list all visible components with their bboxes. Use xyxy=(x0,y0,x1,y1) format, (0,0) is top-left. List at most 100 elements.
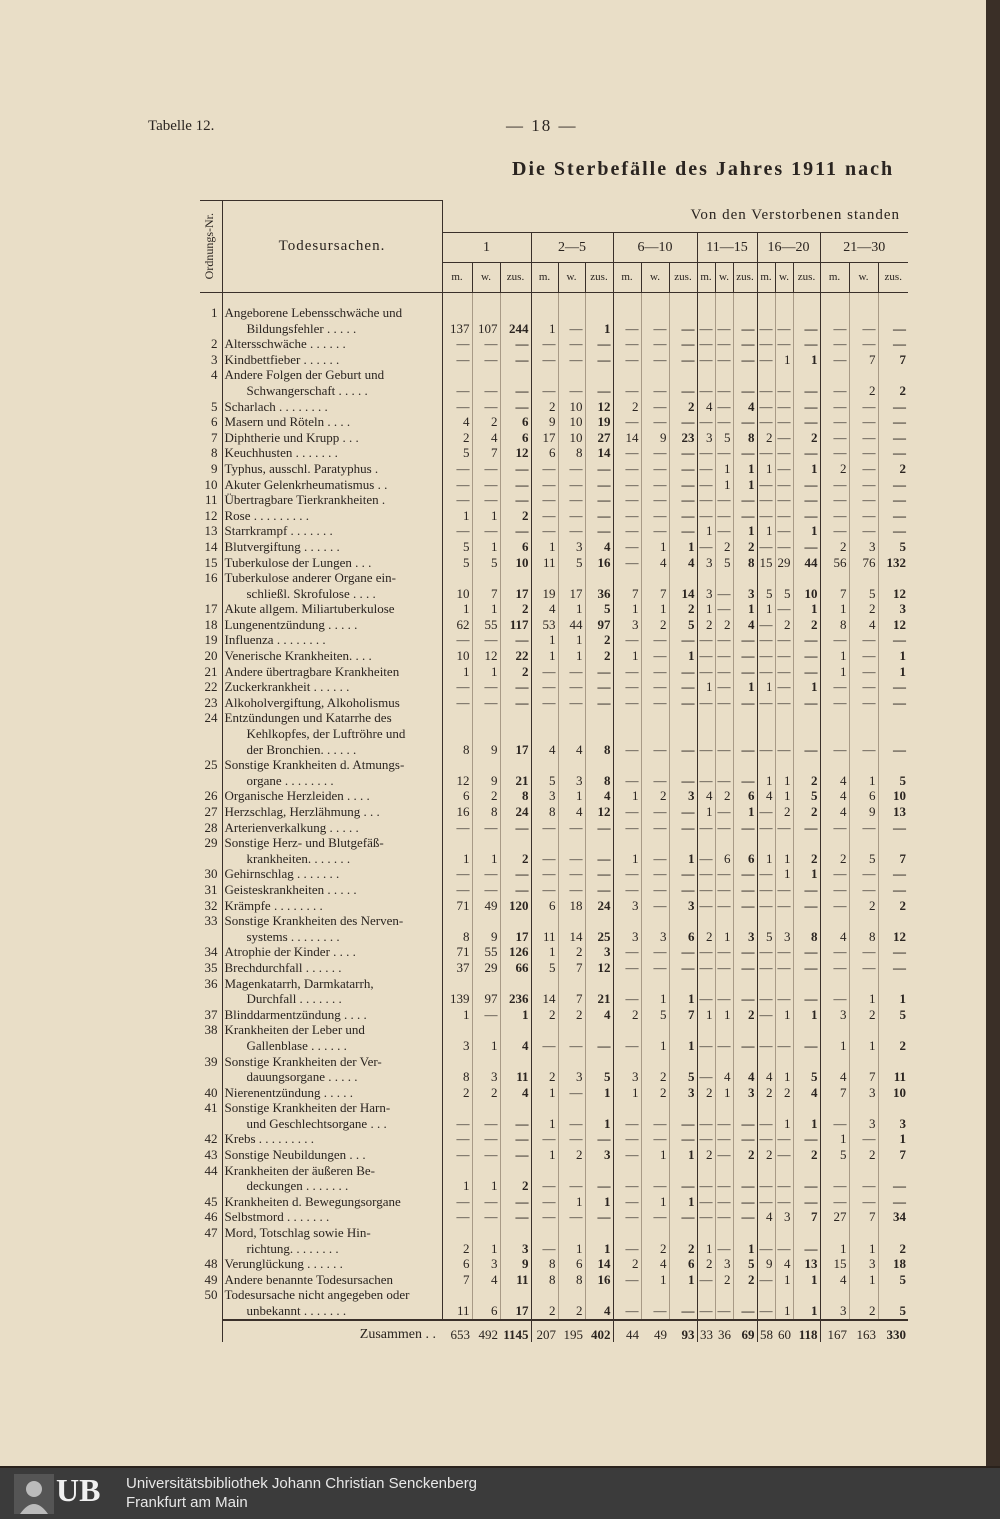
value-cell: — xyxy=(641,835,670,867)
value-cell: 1 xyxy=(757,601,776,617)
value-cell: — xyxy=(613,694,642,711)
cause-label-line: Sonstige Krankheiten der Harn- xyxy=(224,1100,391,1116)
value-cell: — xyxy=(669,632,698,649)
value-cell: 2 xyxy=(613,1256,642,1272)
value-cell: — xyxy=(793,648,821,664)
value-cell: — xyxy=(820,975,850,1007)
value-cell: 2 xyxy=(472,1084,501,1101)
cause-label: Keuchhusten . . . . . . . xyxy=(222,445,443,461)
value-cell: 7 xyxy=(899,351,907,367)
value-cell: 1 xyxy=(793,601,821,617)
value-cell: — xyxy=(820,398,850,415)
value-cell: 56 xyxy=(820,554,850,571)
cause-label-line: richtung. . . . . . . . xyxy=(246,1240,339,1256)
value-cell: — xyxy=(500,336,532,352)
value-cell: 29 xyxy=(775,554,794,571)
value-cell: 2 xyxy=(793,616,821,633)
value-cell: — xyxy=(472,336,501,352)
value-cell: 3 xyxy=(899,601,907,617)
value-cell: 1 xyxy=(472,663,501,680)
value-cell: 2 xyxy=(793,429,821,446)
cause-label: Andere Folgen der Geburt und Schwangersch… xyxy=(222,367,443,399)
cause-label-line: Blinddarmentzündung . . . . xyxy=(224,1006,367,1022)
value-cell: 5 xyxy=(585,601,614,617)
value-cell: 5 xyxy=(899,1303,907,1318)
value-cell: 1 xyxy=(641,1271,670,1288)
value-cell: — xyxy=(613,1100,642,1132)
value-cell: 2 xyxy=(558,1287,586,1320)
value-cell: — xyxy=(820,819,850,836)
value-cell: 4 xyxy=(733,616,758,633)
value-cell: — xyxy=(793,975,821,1007)
value-cell: — xyxy=(472,1131,501,1148)
value-cell: — xyxy=(697,881,716,898)
cause-label-line: Durchfall . . . . . . . xyxy=(246,991,342,1007)
cause-label: Sonstige Herz- und Blutgefäß-krankheiten… xyxy=(222,835,443,867)
value-cell: — xyxy=(531,1225,559,1257)
cause-label: Alkoholvergiftung, Alkoholismus xyxy=(222,694,443,711)
cause-label-line: krankheiten. . . . . . . xyxy=(246,850,351,866)
value-cell: 6 xyxy=(669,1256,698,1272)
value-cell: — xyxy=(500,476,532,493)
value-cell: 3 xyxy=(820,1287,850,1320)
value-cell: — xyxy=(733,351,758,368)
value-cell: — xyxy=(669,1131,698,1148)
value-cell: 7 xyxy=(472,445,501,461)
value-cell: 1 xyxy=(757,835,776,867)
cause-label: Sonstige Krankheiten der Ver-dauungsorga… xyxy=(222,1053,443,1085)
value-cell: 2 xyxy=(715,616,734,633)
value-cell: 10 xyxy=(558,429,586,446)
cause-label-line: Herzschlag, Herzlähmung . . . xyxy=(224,804,380,819)
value-cell: 4 xyxy=(757,1053,776,1085)
value-cell: 8 xyxy=(500,788,532,804)
value-cell: 10 xyxy=(442,648,473,664)
value-cell: 1 xyxy=(531,292,559,337)
value-cell: — xyxy=(849,632,879,649)
value-cell: 3 xyxy=(733,913,758,945)
value-cell: — xyxy=(500,398,532,415)
row-number: 12 xyxy=(200,507,223,524)
value-cell: — xyxy=(775,292,794,337)
value-cell: 2 xyxy=(697,616,716,633)
value-cell: — xyxy=(733,897,758,914)
value-cell: — xyxy=(820,414,850,430)
value-cell: — xyxy=(715,663,734,680)
value-cell: — xyxy=(793,538,821,555)
cause-label-line: Lungenentzündung . . . . . xyxy=(224,616,358,632)
value-cell: — xyxy=(442,523,473,539)
value-cell: — xyxy=(613,757,642,789)
value-cell: — xyxy=(757,648,776,664)
cause-label-line: Bildungsfehler . . . . . xyxy=(246,320,357,336)
value-cell: 1 xyxy=(669,648,698,664)
cause-label: Magenkatarrh, Darmkatarrh, Durchfall . . … xyxy=(222,975,443,1007)
value-cell: 9 xyxy=(757,1256,776,1272)
value-cell: — xyxy=(641,1100,670,1132)
cause-label-line: Sonstige Neubildungen . . . xyxy=(224,1147,366,1163)
value-cell: — xyxy=(775,663,794,680)
value-cell: 55 xyxy=(472,944,501,960)
value-cell: 139 xyxy=(442,975,473,1007)
value-cell: — xyxy=(531,881,559,898)
value-cell: — xyxy=(472,1147,501,1163)
value-cell: 2 xyxy=(793,1147,821,1163)
value-cell: — xyxy=(558,679,586,695)
value-cell: 4 xyxy=(585,1287,614,1320)
value-cell: — xyxy=(669,460,698,477)
value-cell: — xyxy=(442,1193,473,1210)
value-cell: 3 xyxy=(472,1053,501,1085)
cause-label-line: deckungen . . . . . . . xyxy=(246,1178,349,1194)
value-cell: 2 xyxy=(697,1256,716,1272)
value-cell: — xyxy=(669,1162,698,1194)
value-cell: — xyxy=(585,460,614,477)
value-cell: — xyxy=(500,881,532,898)
value-cell: 10 xyxy=(893,788,906,804)
cause-label: Influenza . . . . . . . . xyxy=(222,632,443,649)
value-cell: 1 xyxy=(820,1225,850,1257)
value-cell: — xyxy=(697,1022,716,1054)
value-cell: 126 xyxy=(500,944,532,960)
value-cell: — xyxy=(715,570,734,602)
value-cell: — xyxy=(613,819,642,836)
value-cell: — xyxy=(585,819,614,836)
value-cell: — xyxy=(715,804,734,820)
value-cell: — xyxy=(613,351,642,368)
